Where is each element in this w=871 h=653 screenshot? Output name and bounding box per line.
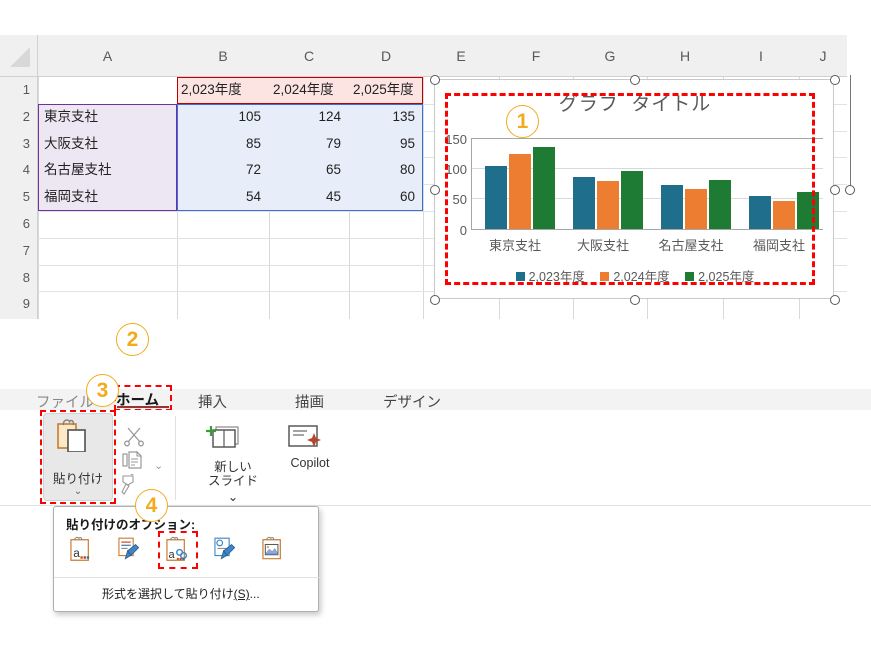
svg-text:a: a [73,546,80,560]
